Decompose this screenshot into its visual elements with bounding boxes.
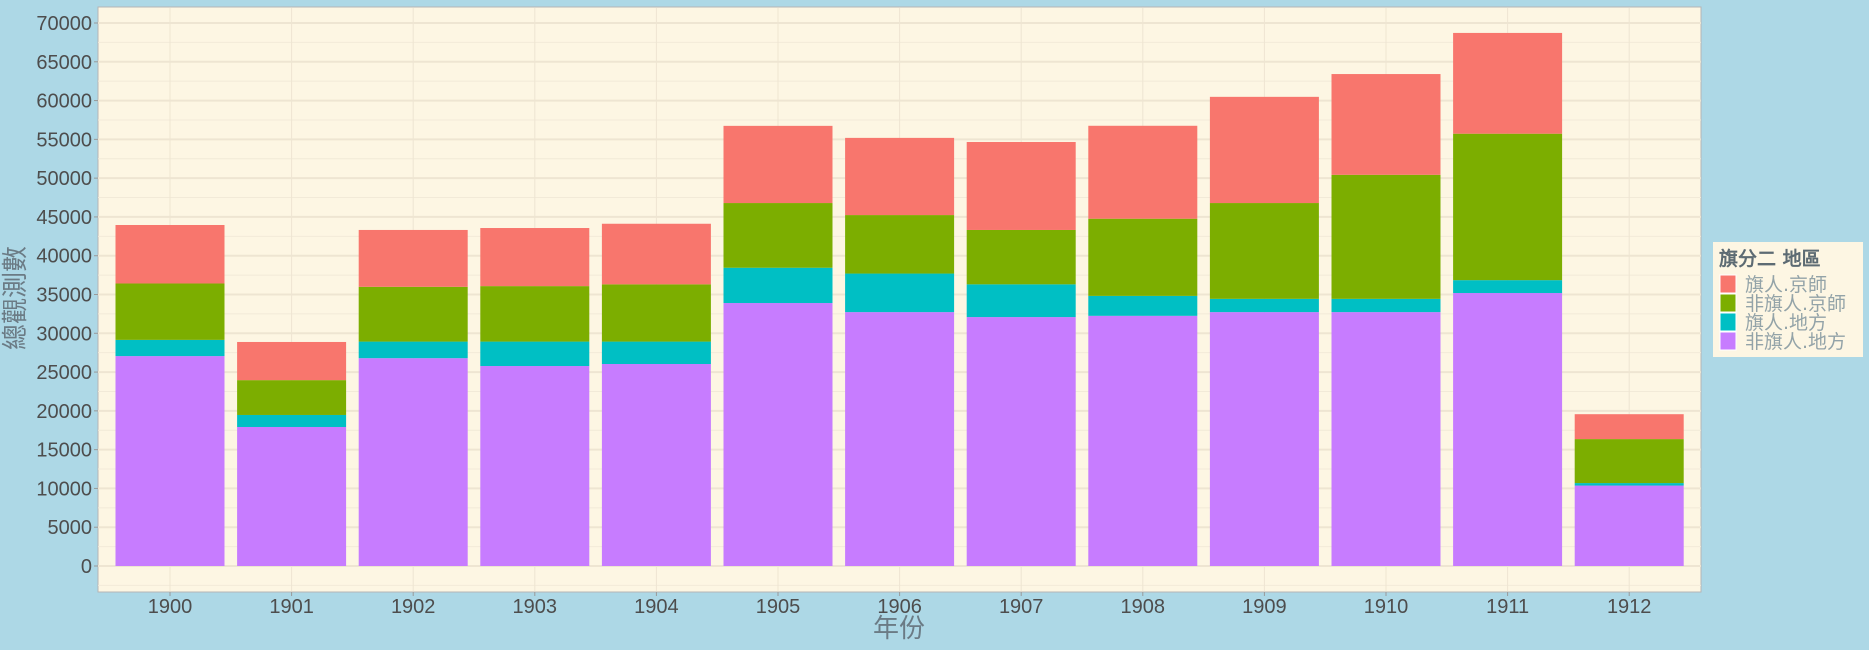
bar-segment (1088, 218, 1198, 296)
bar-segment (723, 125, 833, 204)
y-tick-label: 0 (81, 556, 92, 578)
bar-segment (1331, 74, 1441, 175)
bar-segment (1331, 174, 1441, 299)
bar-segment (115, 339, 225, 357)
x-tick-label: 1900 (148, 596, 193, 618)
bar-segment (1453, 293, 1563, 566)
bar-segment (601, 284, 711, 342)
bar-segment (601, 223, 711, 285)
bar-segment (1331, 298, 1441, 313)
bar-segment (845, 273, 955, 313)
x-axis-ticks: 1900 1901 1902 1903 1904 1905 1906 1907 1908 1909… (148, 592, 1652, 618)
bar-segment (1574, 439, 1684, 484)
bar-segment (358, 358, 468, 566)
bar-segment (115, 283, 225, 340)
y-tick-label: 20000 (36, 401, 92, 423)
bar-segment (601, 364, 711, 566)
bar-segment (1453, 133, 1563, 281)
x-tick-label: 1904 (634, 596, 679, 618)
y-tick-label: 10000 (36, 478, 92, 500)
x-tick-label: 1905 (756, 596, 801, 618)
bar-segment (1209, 203, 1319, 299)
bar-segment (1331, 312, 1441, 566)
bar-segment (1453, 32, 1563, 134)
x-tick-label: 1906 (877, 596, 922, 618)
bar-segment (601, 341, 711, 365)
bar-segment (1453, 280, 1563, 294)
y-tick-label: 25000 (36, 362, 92, 384)
bar-segment (845, 215, 955, 274)
legend-label: 非旗人.地方 (1745, 331, 1846, 353)
legend-label: 非旗人.京師 (1745, 293, 1846, 315)
x-tick-label: 1911 (1486, 596, 1529, 618)
bar-segment (1209, 96, 1319, 204)
y-tick-label: 45000 (36, 207, 92, 229)
y-tick-label: 40000 (36, 246, 92, 268)
y-tick-label: 50000 (36, 168, 92, 190)
x-tick-label: 1908 (1121, 596, 1166, 618)
legend-swatch (1719, 312, 1737, 332)
legend-label: 旗人.京師 (1745, 274, 1827, 296)
bar-segment (723, 203, 833, 268)
y-tick-label: 5000 (48, 517, 93, 539)
y-tick-label: 35000 (36, 285, 92, 307)
bar-segment (480, 341, 590, 367)
bar-segment (237, 426, 347, 566)
y-tick-label: 55000 (36, 129, 92, 151)
x-tick-label: 1907 (999, 596, 1044, 618)
legend-swatch (1719, 274, 1737, 294)
x-tick-label: 1909 (1242, 596, 1287, 618)
y-tick-label: 30000 (36, 323, 92, 345)
x-tick-label: 1910 (1364, 596, 1409, 618)
bar-segment (1574, 485, 1684, 566)
legend-title: 旗分二 地區 (1719, 247, 1821, 270)
y-tick-label: 60000 (36, 91, 92, 113)
bar-segment (480, 366, 590, 566)
bar-segment (237, 380, 347, 415)
bar-segment (966, 229, 1076, 285)
bar-segment (845, 137, 955, 216)
bar-segment (1574, 414, 1684, 440)
bar-segment (1088, 125, 1198, 219)
bars (115, 32, 1684, 566)
y-tick-label: 65000 (36, 52, 92, 74)
bar-segment (115, 224, 225, 284)
bar-segment (237, 414, 347, 427)
y-tick-label: 15000 (36, 440, 92, 462)
y-axis-ticks: 0 5000 10000 15000 20000 25000 30000 35000 40000… (36, 13, 98, 578)
bar-segment (115, 356, 225, 566)
bar-segment (480, 286, 590, 342)
x-tick-label: 1903 (513, 596, 558, 618)
x-tick-label: 1901 (269, 596, 314, 618)
bar-segment (723, 303, 833, 566)
x-tick-label: 1902 (391, 596, 436, 618)
bar-segment (1574, 483, 1684, 486)
bar-segment (1088, 295, 1198, 316)
bar-segment (358, 341, 468, 359)
y-axis-title: 總觀測數 (1, 246, 31, 350)
legend-swatch (1719, 293, 1737, 313)
bar-segment (845, 312, 955, 566)
bar-segment (237, 341, 347, 381)
bar-segment (966, 284, 1076, 318)
x-axis-title: 年份 (873, 614, 925, 644)
bar-segment (966, 141, 1076, 230)
bar-segment (1088, 315, 1198, 566)
bar-segment (358, 286, 468, 342)
legend-swatch (1719, 331, 1737, 351)
y-tick-label: 70000 (36, 13, 92, 35)
bar-segment (966, 317, 1076, 566)
bar-segment (480, 228, 590, 287)
bar-segment (1209, 298, 1319, 313)
x-tick-label: 1912 (1607, 596, 1652, 618)
bar-segment (1209, 312, 1319, 566)
legend-label: 旗人.地方 (1745, 312, 1827, 334)
legend-box (1713, 242, 1863, 357)
bar-segment (723, 267, 833, 304)
bar-segment (358, 229, 468, 287)
